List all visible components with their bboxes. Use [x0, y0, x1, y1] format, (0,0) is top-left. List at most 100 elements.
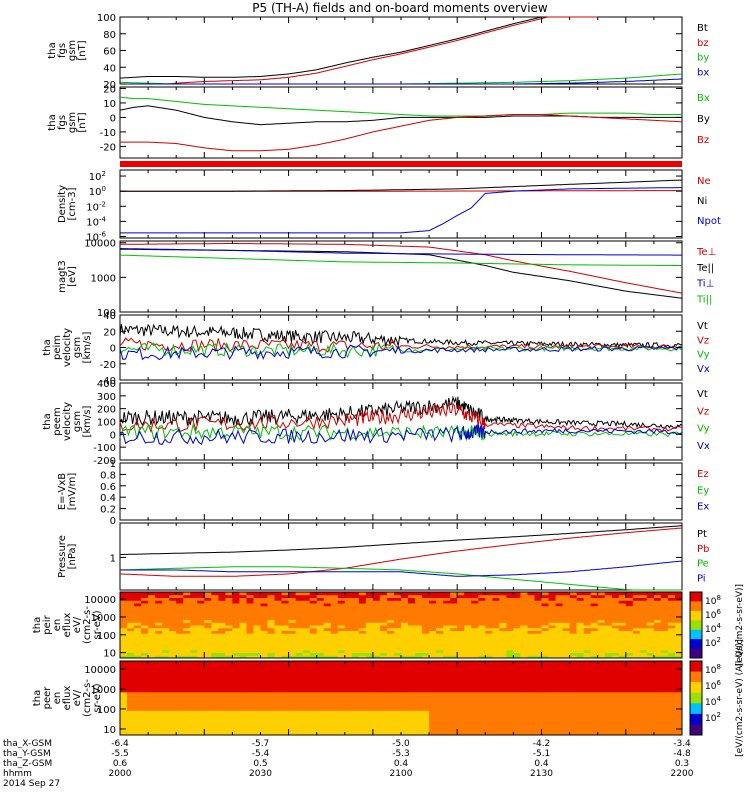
y-tick-label: 0.4 [100, 493, 116, 504]
series-line-Ti|| [119, 254, 682, 266]
heatmap-cell [667, 614, 676, 618]
y-tick-label: -10 [100, 128, 116, 139]
heatmap-cell [204, 661, 212, 665]
heatmap-cell [302, 685, 311, 690]
heatmap-cell [457, 616, 465, 620]
heatmap-cell [372, 679, 381, 684]
heatmap-cell [660, 676, 669, 680]
heatmap-cell [492, 661, 500, 665]
heatmap-cell [548, 679, 557, 684]
heatmap-cell [632, 647, 641, 651]
heatmap-cell [260, 644, 269, 648]
heatmap-cell [309, 716, 318, 721]
heatmap-cell [358, 679, 367, 684]
heatmap-cell [464, 600, 472, 604]
heatmap-cell [527, 652, 535, 656]
heatmap-cell [190, 627, 198, 631]
heatmap-cell [232, 713, 240, 717]
heatmap-cell [632, 649, 641, 653]
heatmap-cell [309, 636, 318, 640]
heatmap-cell [323, 676, 332, 680]
heatmap-cell [415, 707, 423, 711]
heatmap-cell [562, 644, 571, 648]
heatmap-cell [281, 622, 290, 626]
heatmap-cell [281, 698, 290, 702]
heatmap-cell [555, 655, 564, 659]
heatmap-cell [344, 641, 353, 645]
heatmap-cell [478, 652, 486, 656]
heatmap-cell [218, 731, 226, 736]
heatmap-cell [520, 647, 528, 651]
heatmap-cell [330, 630, 339, 634]
heatmap-cell [548, 661, 557, 665]
series-line-Bz [120, 114, 683, 152]
heatmap-cell [499, 611, 507, 615]
heatmap-cell [204, 603, 212, 607]
heatmap-cell [562, 691, 571, 696]
heatmap-cell [527, 685, 535, 690]
heatmap-cell [379, 722, 388, 727]
heatmap-cell [225, 627, 233, 631]
heatmap-cell [548, 627, 557, 631]
heatmap-cell [295, 619, 304, 623]
heatmap-cell [365, 673, 374, 677]
heatmap-cell [436, 701, 444, 705]
heatmap-cell [204, 649, 212, 653]
heatmap-cell [590, 667, 599, 671]
heatmap-cell [422, 725, 430, 730]
heatmap-cell [541, 728, 550, 733]
heatmap-cell [443, 649, 451, 653]
heatmap-cell [639, 713, 648, 717]
heatmap-cell [660, 655, 669, 659]
heatmap-cell [120, 698, 128, 702]
heatmap-cell [323, 710, 332, 714]
heatmap-cell [506, 682, 514, 687]
heatmap-cell [611, 688, 620, 693]
heatmap-cell [576, 636, 585, 640]
heatmap-cell [415, 725, 423, 730]
heatmap-cell [204, 600, 212, 604]
heatmap-cell [569, 701, 578, 705]
heatmap-cell [597, 638, 606, 642]
heatmap-cell [527, 679, 535, 684]
heatmap-cell [506, 636, 514, 640]
heatmap-cell [541, 667, 550, 671]
heatmap-cell [358, 594, 367, 598]
heatmap-cell [190, 592, 198, 596]
heatmap-cell [141, 710, 149, 714]
heatmap-cell [295, 716, 304, 721]
heatmap-cell [667, 722, 676, 727]
heatmap-cell [604, 722, 613, 727]
legend-Npot: Npot [697, 216, 721, 227]
heatmap-cell [653, 701, 662, 705]
heatmap-cell [162, 652, 170, 656]
heatmap-cell [569, 685, 578, 690]
heatmap-cell [309, 670, 318, 674]
heatmap-cell [674, 636, 683, 640]
heatmap-cell [288, 679, 297, 684]
series-line-Pb [119, 527, 683, 577]
heatmap-cell [218, 661, 226, 665]
heatmap-cell [169, 636, 177, 640]
heatmap-cell [316, 716, 325, 721]
heatmap-cell [232, 594, 240, 598]
heatmap-cell [415, 667, 423, 671]
heatmap-cell [422, 713, 430, 717]
colorbar-segment [690, 601, 702, 612]
heatmap-cell [274, 719, 283, 724]
heatmap-cell [653, 622, 662, 626]
colorbar-label: 108 [705, 663, 721, 676]
legend-Bt: Bt [697, 23, 708, 34]
heatmap-cell [415, 649, 423, 653]
heatmap-cell [393, 728, 402, 733]
heatmap-cell [176, 691, 184, 696]
heatmap-cell [393, 608, 402, 612]
heatmap-cell [309, 638, 318, 642]
heatmap-cell [604, 636, 613, 640]
heatmap-cell [527, 667, 535, 671]
heatmap-cell [358, 641, 367, 645]
heatmap-cell [246, 716, 254, 721]
heatmap-cell [351, 661, 360, 665]
heatmap-cell [253, 722, 261, 727]
heatmap-cell [618, 664, 627, 668]
